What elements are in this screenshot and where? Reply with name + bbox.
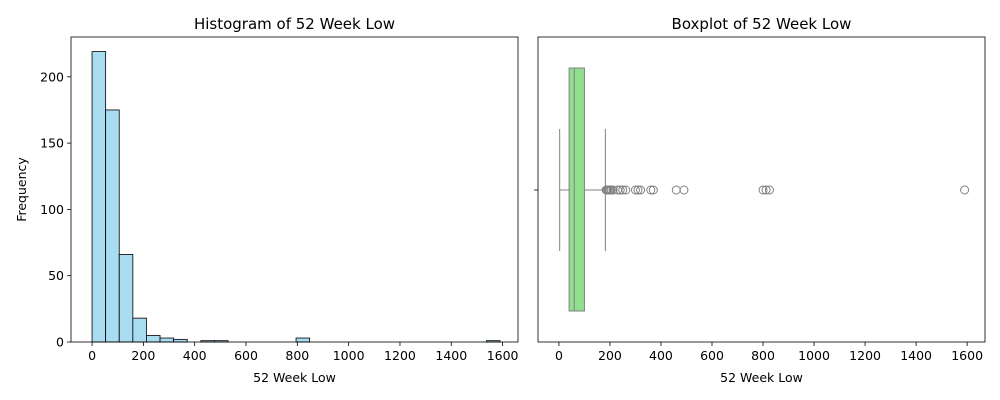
boxplot-x-tick-label: 200 <box>598 348 622 363</box>
histogram-bar <box>118 254 134 343</box>
boxplot-box <box>568 67 585 312</box>
boxplot-outlier <box>761 185 771 195</box>
histogram-x-tick-label: 600 <box>234 348 258 363</box>
boxplot-outlier <box>960 185 970 195</box>
histogram-x-tick-label: 1000 <box>333 348 365 363</box>
boxplot-outlier <box>679 185 689 195</box>
boxplot-x-tick-label: 1400 <box>900 348 932 363</box>
histogram-title: Histogram of 52 Week Low <box>194 15 395 33</box>
histogram-y-tick-label: 0 <box>56 335 64 350</box>
boxplot-x-tick-label: 600 <box>700 348 724 363</box>
histogram-bar <box>146 334 161 343</box>
histogram-x-axis-label: 52 Week Low <box>253 370 336 385</box>
histogram-y-axis-label: Frequency <box>14 157 29 222</box>
boxplot-outlier <box>758 185 768 195</box>
boxplot-title: Boxplot of 52 Week Low <box>672 15 852 33</box>
boxplot-x-tick-label: 1000 <box>798 348 830 363</box>
histogram-y-tick-label: 200 <box>40 69 64 84</box>
histogram-x-tick-label: 1600 <box>487 348 519 363</box>
histogram-bar <box>105 109 120 343</box>
boxplot-x-ticks: 0 200 400 600 800 1000 1200 1400 1600 <box>555 342 983 363</box>
boxplot-outlier <box>633 185 643 195</box>
boxplot-outlier <box>671 185 681 195</box>
boxplot-x-tick-label: 1600 <box>951 348 983 363</box>
histogram-x-ticks: 0 200 400 600 800 1000 1200 1400 1600 <box>88 342 519 363</box>
boxplot-outlier <box>630 185 640 195</box>
boxplot-outlier <box>636 185 646 195</box>
boxplot-x-axis-label: 52 Week Low <box>720 370 803 385</box>
boxplot-outlier <box>608 185 618 195</box>
boxplot-axes-frame <box>537 36 986 343</box>
boxplot-outlier <box>621 185 631 195</box>
histogram-y-tick-label: 150 <box>40 136 64 151</box>
histogram-bar <box>295 337 311 343</box>
boxplot-x-tick-label: 0 <box>555 348 563 363</box>
boxplot-outlier <box>615 185 625 195</box>
histogram-axes-frame <box>70 36 519 343</box>
histogram-bars <box>91 51 501 343</box>
histogram-y-ticks: 0 50 100 150 200 <box>40 69 71 350</box>
boxplot-outlier <box>764 185 774 195</box>
histogram-x-tick-label: 800 <box>285 348 309 363</box>
boxplot-panel: Boxplot of 52 Week Low 0 200 400 600 800 1000… <box>534 15 986 385</box>
histogram-x-tick-label: 1400 <box>435 348 467 363</box>
boxplot-x-tick-label: 400 <box>649 348 673 363</box>
histogram-bar <box>159 337 175 343</box>
boxplot-x-tick-label: 800 <box>751 348 775 363</box>
histogram-bar <box>132 317 147 343</box>
histogram-x-tick-label: 400 <box>183 348 207 363</box>
histogram-x-tick-label: 0 <box>88 348 96 363</box>
histogram-panel: Histogram of 52 Week Low 0 200 400 600 800 10… <box>14 15 519 385</box>
boxplot-outlier <box>648 185 658 195</box>
boxplot-shapes <box>559 67 970 312</box>
histogram-bar <box>91 51 107 343</box>
histogram-y-tick-label: 50 <box>48 268 64 283</box>
histogram-x-tick-label: 1200 <box>384 348 416 363</box>
histogram-y-tick-label: 100 <box>40 202 64 217</box>
boxplot-outlier <box>646 185 656 195</box>
boxplot-x-tick-label: 1200 <box>849 348 881 363</box>
histogram-x-tick-label: 200 <box>131 348 155 363</box>
boxplot-outlier <box>618 185 628 195</box>
